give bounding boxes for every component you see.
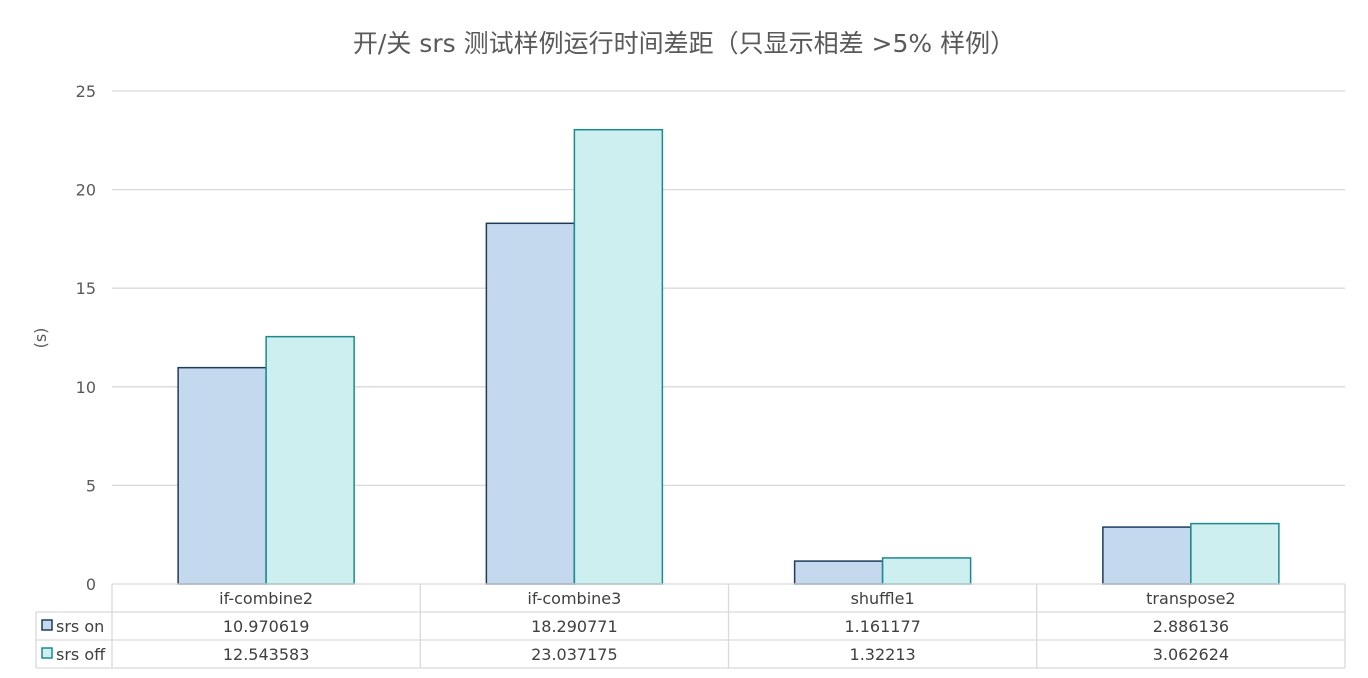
- x-tick-label: if-combine2: [219, 589, 313, 608]
- bar-srs-off-shuffle1: [881, 557, 972, 585]
- y-tick-label: 10: [76, 378, 96, 397]
- data-label: 3.062624: [1153, 645, 1229, 664]
- y-tick-label: 0: [86, 575, 96, 594]
- data-label: 1.161177: [844, 617, 920, 636]
- y-tick-label: 25: [76, 82, 96, 101]
- bars: [177, 128, 1280, 585]
- legend-label: srs off: [56, 645, 106, 664]
- data-label: 23.037175: [531, 645, 618, 664]
- x-tick-label: shuffle1: [851, 589, 915, 608]
- data-label: 12.543583: [223, 645, 310, 664]
- legend-swatch: [41, 647, 53, 659]
- y-axis-ticks: 0 5 10 15 20 25: [76, 82, 96, 594]
- bar-srs-off-if-combine2: [265, 335, 355, 585]
- x-tick-label: transpose2: [1146, 589, 1235, 608]
- legend-label: srs on: [56, 617, 104, 636]
- bar-srs-off-if-combine3: [573, 128, 664, 585]
- bar-srs-on-if-combine2: [177, 366, 267, 585]
- data-table: if-combine2 if-combine3 shuffle1 transpose2…: [35, 583, 1346, 669]
- data-label: 10.970619: [223, 617, 310, 636]
- x-tick-label: if-combine3: [527, 589, 621, 608]
- data-label: 18.290771: [531, 617, 618, 636]
- data-label: 1.32213: [850, 645, 916, 664]
- legend-swatch: [41, 619, 53, 631]
- bar-srs-on-if-combine3: [485, 222, 576, 585]
- bar-srs-on-transpose2: [1102, 526, 1192, 585]
- data-label: 2.886136: [1153, 617, 1229, 636]
- bar-srs-on-shuffle1: [793, 560, 884, 585]
- bar-srs-off-transpose2: [1190, 522, 1280, 585]
- y-tick-label: 20: [76, 181, 96, 200]
- y-axis-label: (s): [31, 328, 50, 349]
- y-tick-label: 5: [86, 476, 96, 495]
- chart-title: 开/关 srs 测试样例运行时间差距（只显示相差 >5% 样例）: [353, 29, 1015, 58]
- y-tick-label: 15: [76, 279, 96, 298]
